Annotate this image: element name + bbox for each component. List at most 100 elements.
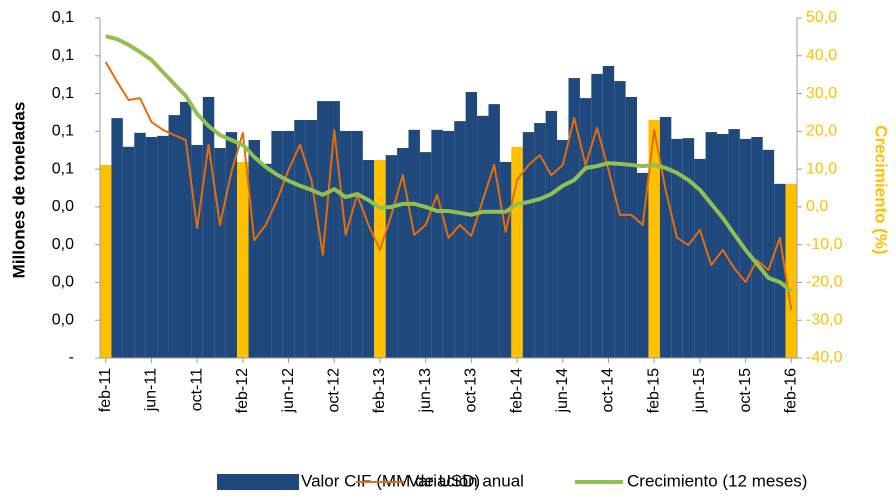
legend-label: Crecimiento (12 meses): [627, 471, 807, 490]
y2-tick-label: 40,0: [806, 47, 837, 64]
y2-tick-label: -10,0: [806, 236, 843, 253]
y-tick-label: 0,0: [52, 236, 74, 253]
bar: [431, 129, 443, 358]
bar: [499, 161, 512, 358]
y2-tick-label: -30,0: [806, 311, 843, 328]
bar: [374, 160, 386, 358]
x-tick-label: oct-11: [188, 368, 205, 411]
bar: [145, 137, 158, 358]
x-tick-label: jun-11: [143, 368, 160, 412]
bar: [294, 120, 306, 358]
y-tick-label: 0,1: [52, 123, 74, 140]
bar: [225, 132, 238, 358]
bar: [522, 132, 535, 358]
x-tick-label: jun-13: [417, 368, 434, 414]
bar: [751, 137, 763, 358]
bar: [237, 161, 249, 358]
bar: [408, 129, 420, 358]
bar: [397, 147, 409, 358]
y-tick-label: -: [69, 349, 74, 366]
y-axis-title: Millones de toneladas: [9, 102, 28, 279]
bar: [134, 132, 146, 358]
bar: [168, 115, 180, 358]
x-tick-label: oct-12: [325, 368, 342, 413]
bar: [454, 121, 466, 358]
y2-tick-label: 0,0: [806, 198, 828, 215]
bar: [694, 158, 706, 358]
legend-label: Variación anual: [408, 471, 524, 490]
bar: [317, 101, 329, 358]
bar: [728, 129, 740, 358]
legend-swatch: [217, 474, 299, 490]
bar: [191, 144, 203, 358]
bar: [385, 155, 398, 358]
y2-tick-label: 10,0: [806, 160, 837, 177]
line-series: [104, 61, 793, 311]
x-tick-label: feb-16: [783, 368, 800, 413]
y2-tick-label: -20,0: [806, 274, 843, 291]
bar: [637, 172, 649, 358]
x-tick-label: feb-11: [97, 368, 114, 412]
y-tick-label: 0,1: [52, 85, 74, 102]
bar: [419, 152, 432, 358]
bar: [557, 140, 569, 358]
y2-tick-label: -40,0: [806, 349, 843, 366]
y2-tick-label: 50,0: [806, 9, 837, 26]
bar: [305, 120, 318, 358]
x-tick-label: feb-12: [234, 368, 251, 413]
y-tick-label: 0,0: [52, 274, 74, 291]
bar: [179, 101, 192, 358]
bar: [602, 65, 615, 358]
x-tick-label: jun-12: [280, 368, 297, 414]
bar: [202, 96, 215, 358]
y2-tick-label: 30,0: [806, 85, 837, 102]
bar: [282, 130, 295, 358]
bar: [785, 183, 797, 358]
bar: [568, 78, 580, 359]
bar: [157, 135, 169, 358]
bar: [100, 164, 112, 358]
bar: [442, 130, 455, 358]
y2-tick-label: 20,0: [806, 123, 837, 140]
bar: [328, 101, 340, 358]
x-tick-label: feb-15: [645, 368, 662, 413]
bar: [488, 104, 500, 358]
bar: [511, 146, 523, 358]
bar: [625, 96, 638, 358]
y-tick-label: 0,1: [52, 47, 74, 64]
x-tick-label: feb-13: [371, 368, 388, 413]
y2-axis-title: Crecimiento (%): [872, 125, 891, 254]
bar: [362, 160, 375, 358]
bar: [122, 146, 135, 358]
bar: [351, 130, 363, 358]
bar: [774, 183, 786, 358]
bar: [717, 133, 729, 358]
bar: [579, 98, 592, 358]
bar: [259, 163, 272, 358]
x-tick-label: oct-14: [600, 368, 617, 413]
bar: [534, 123, 546, 359]
bar: [545, 110, 558, 358]
x-tick-label: jun-14: [554, 368, 571, 414]
legend-label: Valor CIF (MM de USD): [301, 471, 480, 490]
y-tick-label: 0,0: [52, 198, 74, 215]
x-tick-label: feb-14: [508, 368, 525, 413]
bar: [591, 73, 603, 359]
bar: [659, 116, 672, 358]
bar: [762, 149, 775, 358]
bar: [682, 138, 695, 358]
x-tick-label: jun-15: [691, 368, 708, 414]
bar: [671, 138, 683, 358]
y-tick-label: 0,0: [52, 311, 74, 328]
bar: [248, 140, 260, 358]
bar: [214, 147, 226, 358]
y-tick-label: 0,1: [52, 160, 74, 177]
bar: [648, 120, 660, 358]
x-tick-label: oct-13: [463, 368, 480, 413]
bar: [477, 115, 489, 358]
line-series: [105, 34, 793, 293]
bar: [271, 130, 283, 358]
bar: [614, 81, 626, 358]
bar: [705, 132, 718, 358]
